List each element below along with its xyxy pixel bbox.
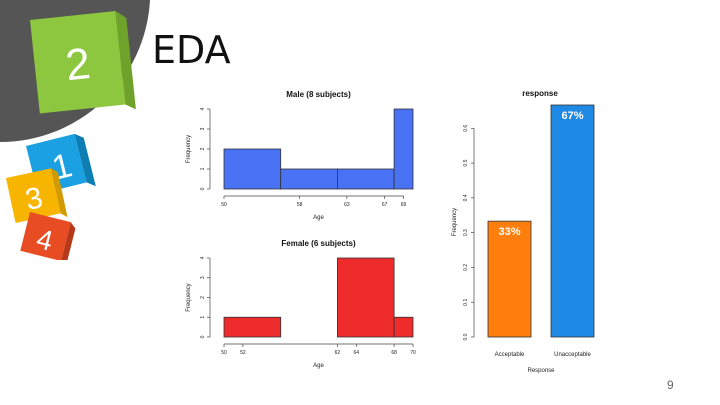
- female-bar: [336, 257, 395, 338]
- female-histogram: Female (6 subjects) 0 1 2 3 4 Frequency 50 52 62 6…: [186, 239, 416, 369]
- female-x-axis-label: Age: [313, 363, 324, 369]
- tile-3-number: 3: [22, 181, 45, 217]
- slide-title: EDA: [152, 28, 231, 72]
- numbers-logo: 2 1 3 4: [0, 0, 150, 260]
- male-x-tick-label: 67: [382, 202, 388, 208]
- response-y-tick-label: 0.5: [463, 159, 469, 166]
- female-bar: [223, 316, 282, 338]
- response-x-axis-label: Response: [527, 368, 555, 374]
- response-y-tick-label: 0.2: [463, 264, 469, 271]
- page-number: 9: [667, 378, 674, 392]
- male-bar: [393, 108, 414, 190]
- response-x-tick-label: Unacceptable: [554, 352, 591, 358]
- male-x-axis-label: Age: [313, 215, 324, 221]
- female-y-tick-label: 1: [200, 316, 206, 319]
- tile-3: 3: [6, 168, 68, 223]
- male-x-tick-label: 69: [401, 202, 407, 208]
- response-bar-unacceptable: [550, 104, 595, 338]
- tile-4-number: 4: [33, 223, 56, 257]
- female-y-tick-label: 0: [200, 335, 206, 338]
- response-y-tick-label: 0.6: [463, 125, 469, 132]
- response-y-tick-label: 0.1: [463, 299, 469, 306]
- male-y-tick-label: 2: [200, 147, 206, 150]
- female-bar: [393, 316, 414, 338]
- female-y-tick-label: 4: [200, 256, 206, 259]
- response-y-tick-label: 0.3: [463, 229, 469, 236]
- male-y-tick-label: 3: [200, 127, 206, 130]
- response-y-axis-label: Frequency: [452, 208, 458, 236]
- male-x-tick-label: 58: [297, 202, 303, 208]
- response-bar-data-label: 33%: [498, 226, 520, 238]
- tile-2-number: 2: [63, 39, 92, 90]
- male-chart-title: Male (8 subjects): [286, 90, 351, 99]
- female-x-tick-label: 52: [240, 350, 246, 356]
- male-histogram: Male (8 subjects) 0 1 2 3 4 Frequency 50 58 63 67 6…: [186, 90, 414, 221]
- female-chart-title: Female (6 subjects): [281, 239, 356, 248]
- female-y-tick-label: 3: [200, 276, 206, 279]
- female-x-tick-label: 70: [410, 350, 416, 356]
- male-x-tick-label: 63: [344, 202, 350, 208]
- response-chart-title: response: [522, 89, 558, 98]
- male-bar: [280, 168, 338, 190]
- male-y-tick-label: 0: [200, 187, 206, 190]
- male-y-axis-label: Frequency: [186, 135, 192, 163]
- male-x-tick-label: 50: [221, 202, 227, 208]
- male-bar: [223, 148, 282, 190]
- response-x-tick-label: Acceptable: [495, 352, 525, 358]
- tile-4: 4: [20, 212, 76, 260]
- female-x-tick-label: 64: [354, 350, 360, 356]
- female-y-tick-label: 2: [200, 296, 206, 299]
- female-y-axis-label: Frequency: [186, 283, 192, 311]
- female-x-tick-label: 50: [221, 350, 227, 356]
- tile-2: 2: [30, 11, 136, 114]
- male-bar: [336, 168, 395, 190]
- male-y-tick-label: 1: [200, 167, 206, 170]
- female-x-tick-label: 62: [335, 350, 341, 356]
- male-y-tick-label: 4: [200, 107, 206, 110]
- female-x-tick-label: 68: [391, 350, 397, 356]
- response-bar-data-label: 67%: [561, 110, 583, 122]
- response-y-tick-label: 0.0: [463, 333, 469, 340]
- response-bar-chart: response 33% Acceptable 67% Unacceptable 0.0 0…: [452, 89, 595, 374]
- response-y-tick-label: 0.4: [463, 194, 469, 201]
- response-bar-acceptable: [487, 220, 532, 338]
